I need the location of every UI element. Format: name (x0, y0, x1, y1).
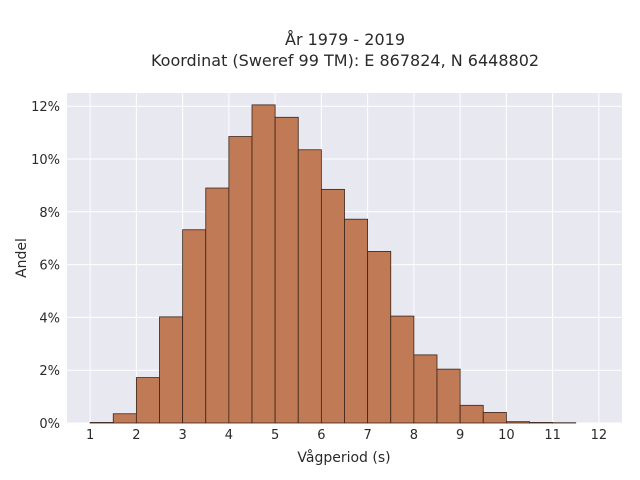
x-axis-title: Vågperiod (s) (297, 449, 390, 466)
histogram-bar (413, 354, 438, 424)
histogram-bar (182, 229, 207, 424)
x-tick-label: 5 (271, 428, 279, 443)
x-tick-label: 4 (225, 428, 233, 443)
histogram-bar (135, 377, 160, 424)
x-tick-label: 9 (456, 428, 464, 443)
y-tick-label: 4% (39, 311, 60, 326)
histogram-bar (112, 413, 137, 424)
x-tick-label: 11 (544, 428, 561, 443)
histogram-bar (482, 412, 507, 424)
histogram-bars (89, 104, 577, 424)
histogram-bar (159, 316, 184, 424)
chart-title-line1: År 1979 - 2019 (285, 30, 405, 49)
histogram-bar (529, 422, 554, 424)
histogram-bar (344, 218, 369, 424)
histogram-bar (505, 421, 530, 424)
y-tick-label: 8% (39, 206, 60, 221)
y-tick-label: 6% (39, 259, 60, 274)
histogram-bar (367, 250, 392, 424)
histogram-bar (251, 104, 276, 424)
y-axis-ticks: 0% 2% 4% 6% 8% 10% 12% (31, 100, 60, 432)
y-tick-label: 10% (31, 153, 60, 168)
x-tick-label: 10 (498, 428, 515, 443)
histogram-bar (228, 136, 253, 424)
histogram-bar (436, 368, 461, 424)
histogram-bar (205, 187, 230, 424)
y-tick-label: 12% (31, 100, 60, 115)
x-tick-label: 6 (317, 428, 325, 443)
x-tick-label: 12 (591, 428, 608, 443)
histogram-bar (297, 149, 322, 424)
y-tick-label: 2% (39, 364, 60, 379)
histogram-bar (459, 404, 484, 424)
x-tick-label: 7 (363, 428, 371, 443)
x-axis-ticks: 1 2 3 4 5 6 7 8 9 10 11 12 (86, 428, 607, 443)
x-tick-label: 1 (86, 428, 94, 443)
x-tick-label: 8 (410, 428, 418, 443)
y-axis-title: Andel (14, 238, 30, 278)
histogram-bar (390, 315, 415, 424)
x-tick-label: 2 (132, 428, 140, 443)
histogram-bar (320, 188, 345, 424)
x-tick-label: 3 (178, 428, 186, 443)
y-tick-label: 0% (39, 417, 60, 432)
histogram-bar (89, 422, 114, 424)
histogram-bar (274, 116, 299, 424)
chart-title-line2: Koordinat (Sweref 99 TM): E 867824, N 64… (151, 51, 539, 70)
